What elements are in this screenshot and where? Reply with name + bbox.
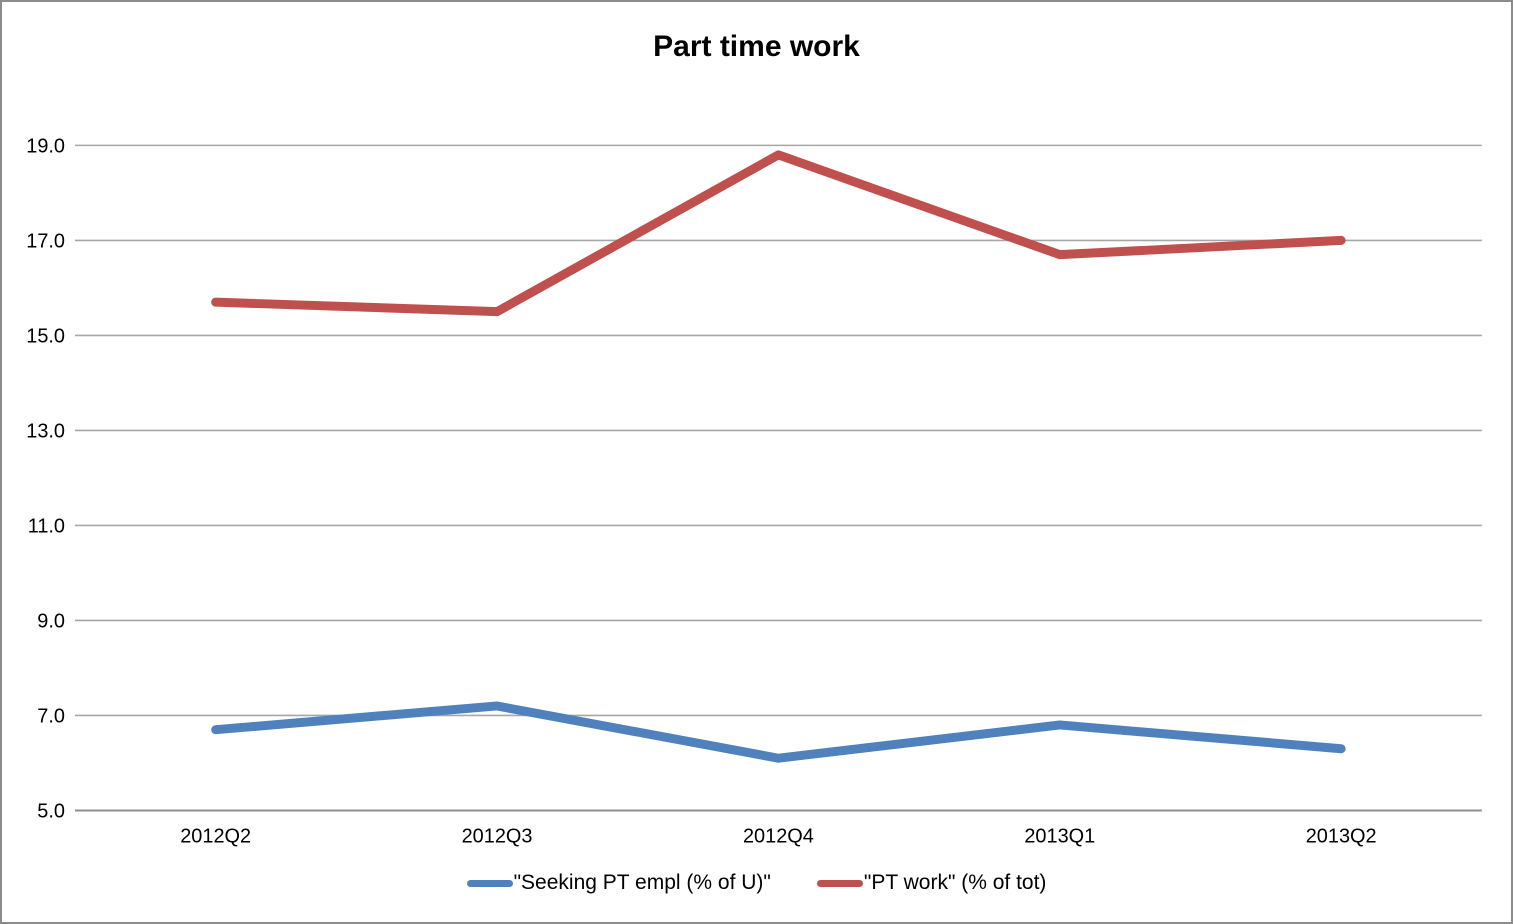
legend-label: "Seeking PT empl (% of U)" [513,871,771,894]
x-tick-label: 2012Q4 [743,825,814,847]
legend-swatch-red-line [816,879,863,887]
y-tick-label: 19.0 [26,135,65,157]
chart-title: Part time work [653,30,860,63]
x-tick-label: 2012Q3 [462,825,533,847]
series-line-0[interactable] [211,701,1346,763]
legend-item-pt-work[interactable]: "PT work" (% of tot) [816,871,1047,895]
legend-label: "PT work" (% of tot) [863,871,1047,894]
series-line-1[interactable] [211,150,1346,317]
y-tick-label: 13.0 [26,420,65,442]
y-tick-label: 17.0 [26,230,65,252]
x-tick-label: 2012Q2 [180,825,251,847]
y-tick-label: 7.0 [37,705,65,727]
y-tick-label: 9.0 [37,610,65,632]
legend-swatch-blue-line [466,879,513,887]
legend-item-seeking-pt-empl[interactable]: "Seeking PT empl (% of U)" [466,871,771,895]
x-tick-label: 2013Q2 [1306,825,1377,847]
x-tick-label: 2013Q1 [1024,825,1095,847]
y-tick-label: 5.0 [37,800,65,822]
y-tick-label: 15.0 [26,325,65,347]
chart-legend: "Seeking PT empl (% of U)" "PT work" (% … [2,871,1511,895]
y-tick-label: 11.0 [28,515,65,537]
